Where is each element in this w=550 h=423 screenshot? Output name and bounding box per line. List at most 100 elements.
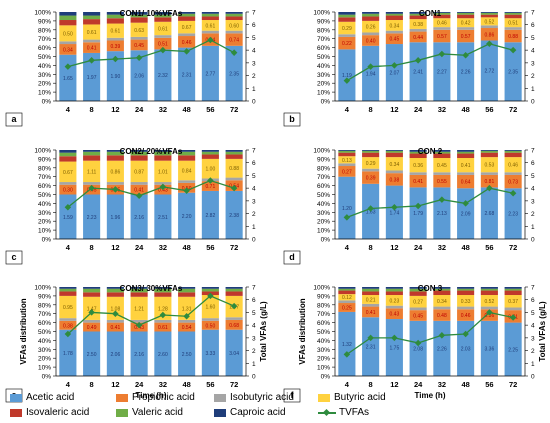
x-tick-label: 48 — [182, 380, 190, 389]
y-axis-title: VFAs distribution — [298, 298, 307, 364]
data-label: 0.67 — [182, 25, 192, 31]
bar-segment — [409, 310, 427, 321]
bar-segment — [225, 150, 243, 152]
data-label: 0.38 — [63, 323, 73, 329]
y2-tick-label: 3 — [531, 335, 535, 342]
data-label: 1.00 — [206, 167, 216, 173]
bar-segment — [154, 322, 172, 332]
bar-segment — [106, 151, 124, 156]
bar-segment — [457, 174, 475, 189]
x-tick-label: 12 — [111, 380, 119, 389]
data-label: 2.50 — [182, 352, 192, 358]
bar-segment — [59, 291, 77, 296]
bar-segment — [362, 306, 380, 318]
bar-segment — [154, 155, 172, 161]
data-label: 0.61 — [206, 23, 216, 29]
tvfa-point — [159, 46, 167, 54]
bar-segment — [385, 185, 403, 239]
tvfa-point — [207, 177, 214, 184]
data-label: 2.41 — [413, 70, 423, 76]
bar-segment — [338, 34, 356, 37]
y2-tick-label: 3 — [531, 60, 535, 67]
tvfa-point — [159, 311, 167, 319]
x-tick-label: 48 — [182, 243, 190, 252]
tvfa-point — [343, 351, 351, 358]
bar-segment — [504, 157, 522, 173]
y2-tick-label: 5 — [252, 310, 256, 317]
bar-segment — [504, 188, 522, 239]
bar-segment — [504, 322, 522, 376]
bar-segment — [338, 21, 356, 35]
bar-segment — [338, 12, 356, 15]
y-tick-label: 70% — [317, 311, 330, 318]
data-label: 1.28 — [158, 306, 168, 312]
data-label: 0.61 — [158, 325, 168, 331]
data-label: 0.29 — [366, 161, 376, 167]
data-label: 0.61 — [111, 29, 121, 35]
bar-segment — [362, 157, 380, 169]
tvfa-point — [88, 309, 95, 316]
y-tick-label: 80% — [38, 165, 51, 172]
y-tick-label: 50% — [38, 329, 51, 336]
bar-segment — [201, 329, 219, 376]
data-label: 0.34 — [390, 162, 400, 168]
bar-segment — [154, 14, 172, 18]
y-tick-label: 50% — [317, 192, 330, 199]
bar-segment — [225, 16, 243, 21]
y-tick-label: 70% — [38, 36, 51, 43]
x-tick-label: 8 — [369, 380, 373, 389]
bar-segment — [362, 150, 380, 151]
tvfa-line — [346, 311, 514, 355]
data-label: 2.13 — [437, 211, 447, 217]
y2-tick-label: 5 — [252, 35, 256, 42]
bar-segment — [362, 12, 380, 14]
bar-segment — [480, 40, 498, 101]
data-label: 0.67 — [63, 170, 73, 176]
data-label: 0.95 — [63, 305, 73, 311]
bar-segment — [362, 35, 380, 46]
data-label: 0.55 — [437, 179, 447, 185]
bar-segment — [59, 152, 77, 157]
bar-segment — [83, 150, 101, 152]
y-tick-label: 20% — [38, 81, 51, 88]
tvfa-point — [462, 200, 469, 207]
bar-segment — [338, 290, 356, 295]
bar-segment — [385, 295, 403, 306]
y-tick-label: 90% — [38, 293, 51, 300]
x-tick-label: 8 — [90, 380, 94, 389]
data-label: 2.25 — [508, 347, 518, 353]
bar-segment — [409, 172, 427, 175]
data-label: 1.08 — [111, 306, 121, 312]
y2-tick-label: 0 — [531, 237, 535, 244]
y-tick-label: 20% — [317, 219, 330, 226]
bar-segment — [83, 296, 101, 320]
bar-segment — [225, 30, 243, 34]
panel-title: CON 2 — [418, 147, 443, 156]
y-axis-title: VFAs distribution — [19, 298, 28, 364]
tvfa-line — [346, 43, 514, 82]
bar-segment — [385, 287, 403, 289]
bar-segment — [433, 27, 451, 30]
bar-segment — [225, 158, 243, 178]
data-label: 0.86 — [485, 32, 495, 38]
bar-segment — [201, 190, 219, 239]
bar-segment — [385, 305, 403, 309]
panel-label: c — [11, 252, 16, 262]
bar-segment — [83, 322, 101, 332]
bar-segment — [409, 12, 427, 14]
data-label: 0.41 — [87, 46, 97, 52]
y2-tick-label: 6 — [252, 297, 256, 304]
tvfa-point — [391, 203, 398, 211]
bar-segment — [178, 319, 196, 323]
bar-segment — [338, 294, 356, 301]
x-tick-label: 8 — [90, 243, 94, 252]
y-tick-label: 10% — [317, 365, 330, 372]
data-label: 0.41 — [134, 188, 144, 194]
data-label: 2.31 — [182, 72, 192, 78]
x-tick-label: 8 — [369, 105, 373, 114]
bar-segment — [154, 21, 172, 36]
data-label: 0.87 — [134, 169, 144, 175]
bar-segment — [106, 331, 124, 376]
data-label: 0.50 — [63, 31, 73, 37]
